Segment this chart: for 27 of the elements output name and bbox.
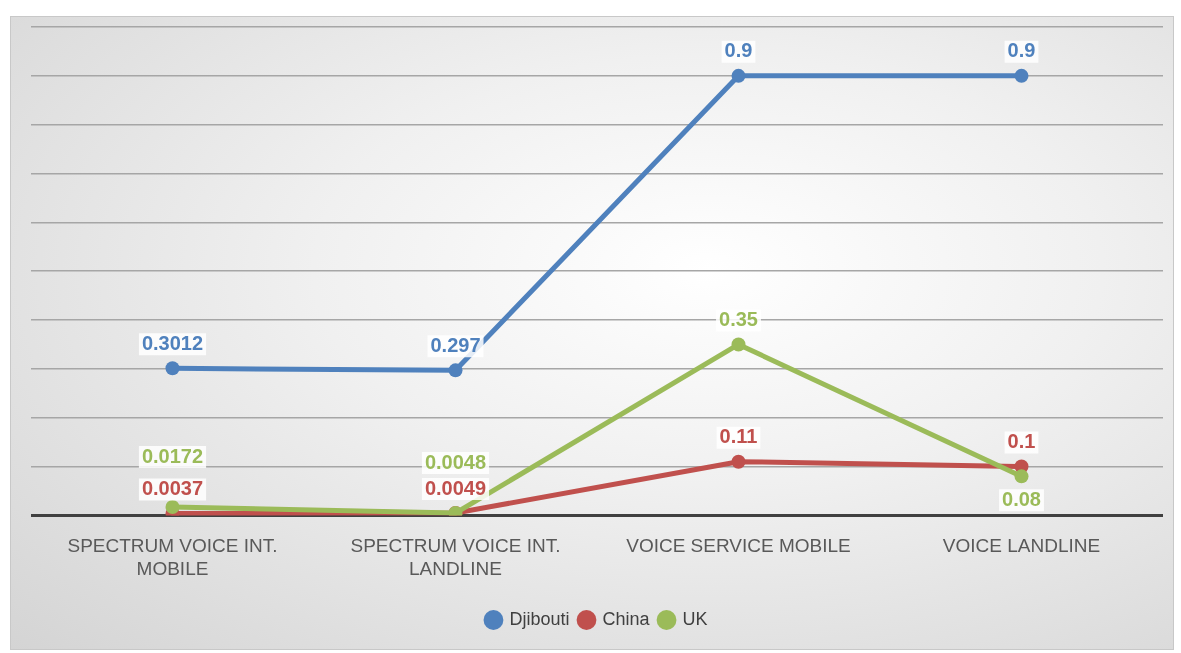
legend-label: China [602,608,651,629]
data-label: 0.3012 [141,331,204,354]
point [731,337,746,352]
data-label: 0.1 [1007,430,1036,453]
data-label: 0.297 [430,333,481,356]
data-label: 0.0048 [424,450,487,473]
data-label: 0.0037 [141,477,204,500]
data-label: 0.9 [724,39,753,62]
x-tick-label: SPECTRUM VOICE INT. LANDLINE [350,535,561,579]
legend-label: UK [682,608,708,629]
point [165,500,180,514]
data-label: 0.0172 [141,444,204,467]
data-label: 0.0049 [424,476,487,499]
legend-label: Djibouti [509,608,570,629]
point [1014,469,1029,484]
x-tick-label: SPECTRUM VOICE INT. MOBILE [67,535,278,579]
data-label: 0.08 [1002,487,1041,510]
point [731,68,746,83]
data-label: 0.9 [1007,39,1036,62]
point [731,454,746,469]
point [448,363,463,378]
x-tick-label: VOICE LANDLINE [942,535,1101,557]
data-label: 0.11 [719,425,758,448]
point [1014,68,1029,83]
x-tick-label: VOICE SERVICE MOBILE [626,535,851,557]
point [165,361,180,376]
data-label: 0.35 [719,307,758,330]
